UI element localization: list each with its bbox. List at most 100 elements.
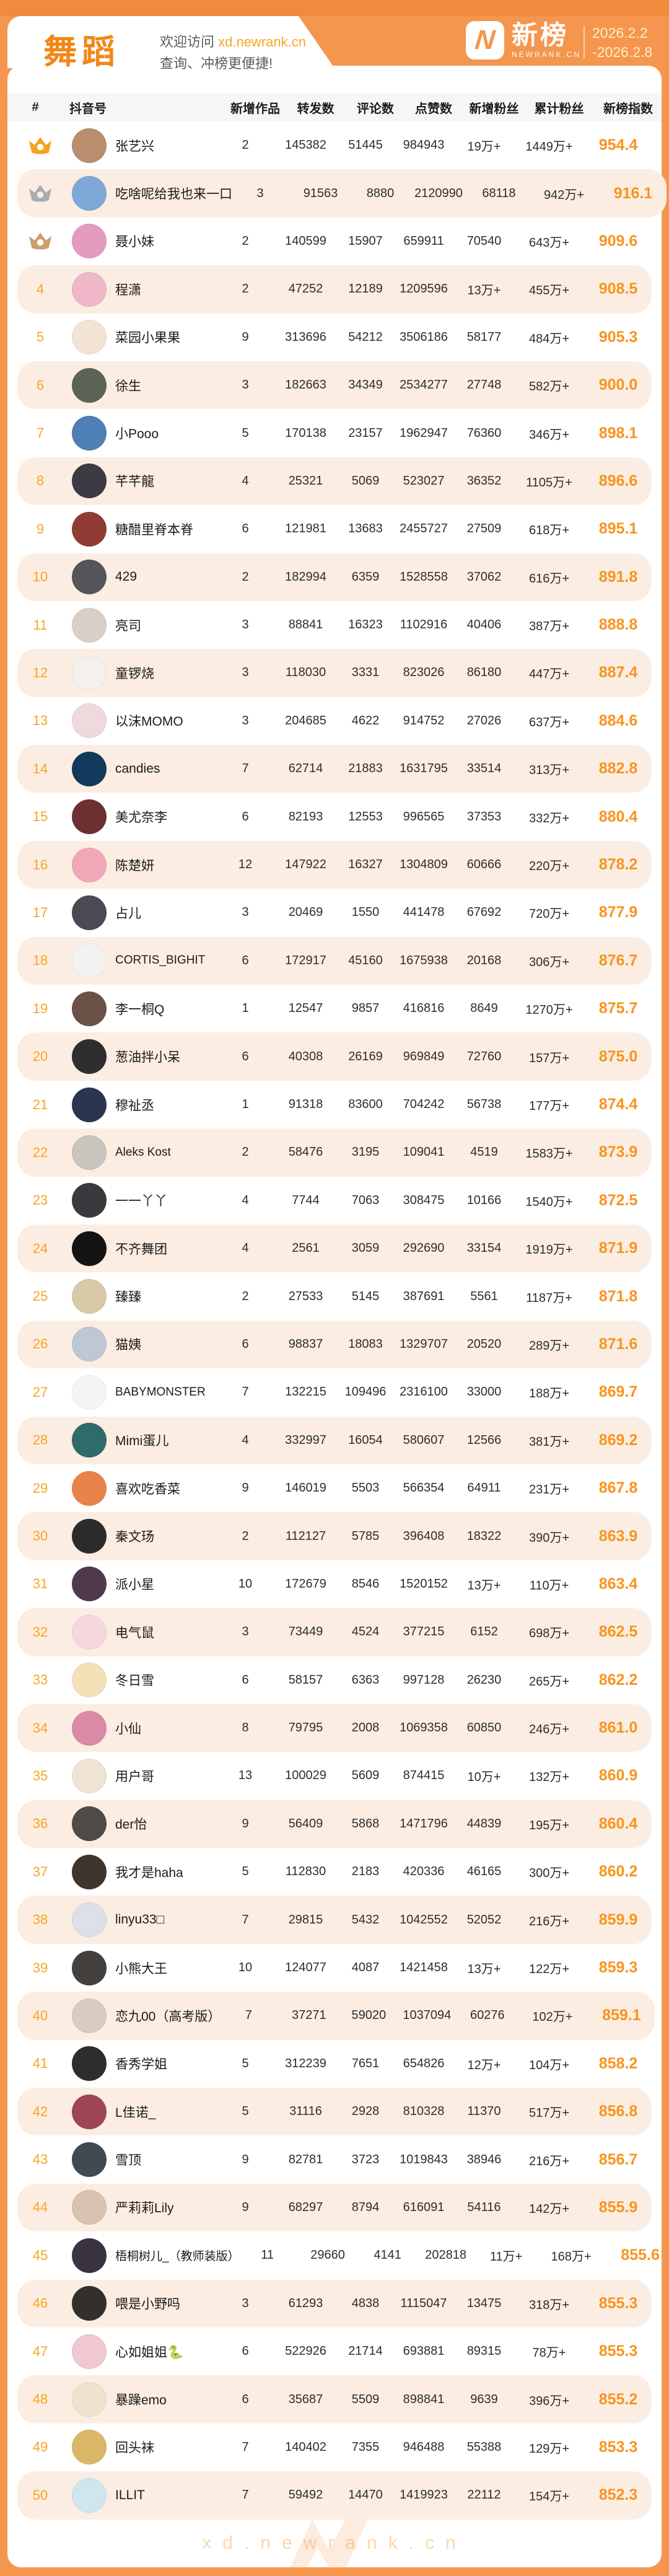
account-name[interactable]: 吃啥呢给我也来一口 <box>115 187 232 202</box>
avatar[interactable] <box>72 1374 107 1410</box>
avatar[interactable] <box>72 2238 107 2273</box>
account-name[interactable]: 用户哥 <box>115 1769 154 1784</box>
table-row[interactable]: 45 梧桐树儿_（教师装版） 11 29660 4141 202818 11万+… <box>7 2231 662 2279</box>
account-name[interactable]: 亮司 <box>115 618 141 633</box>
table-row[interactable]: 41 香秀学姐 5 312239 7651 654826 12万+ 104万+ … <box>7 2040 662 2088</box>
account-name[interactable]: 陈楚妍 <box>115 858 154 873</box>
avatar[interactable] <box>72 1663 107 1698</box>
avatar[interactable] <box>72 2382 107 2417</box>
table-row[interactable]: 7 小Pooo 5 170138 23157 1962947 76360 346… <box>7 409 662 457</box>
account-name[interactable]: 糖醋里脊本脊 <box>115 522 193 537</box>
account-name[interactable]: linyu33□ <box>115 1912 165 1927</box>
account-name[interactable]: 穆祉丞 <box>115 1098 154 1113</box>
table-row[interactable]: 2 吃啥呢给我也来一口 3 91563 8880 2120990 68118 9… <box>7 169 667 218</box>
account-name[interactable]: 以沫MOMO <box>115 714 183 729</box>
avatar[interactable] <box>72 271 107 307</box>
account-name[interactable]: 李一桐Q <box>115 1002 165 1017</box>
account-name[interactable]: ILLIT <box>115 2487 145 2502</box>
avatar[interactable] <box>72 320 107 355</box>
avatar[interactable] <box>72 2286 107 2321</box>
table-row[interactable]: 24 不齐舞团 4 2561 3059 292690 33154 1919万+ … <box>7 1224 662 1273</box>
table-row[interactable]: 25 臻臻 2 27533 5145 387691 5561 1187万+ 87… <box>7 1272 662 1320</box>
account-name[interactable]: 徐生 <box>115 379 141 393</box>
table-row[interactable]: 39 小熊大王 10 124077 4087 1421458 13万+ 122万… <box>7 1944 662 1992</box>
avatar[interactable] <box>72 703 107 739</box>
table-row[interactable]: 6 徐生 3 182663 34349 2534277 27748 582万+ … <box>7 361 662 410</box>
avatar[interactable] <box>72 655 107 690</box>
table-row[interactable]: 3 聂小妹 2 140599 15907 659911 70540 643万+ … <box>7 218 662 265</box>
account-name[interactable]: 心如姐姐🐍 <box>115 2345 184 2360</box>
avatar[interactable] <box>72 464 107 499</box>
table-row[interactable]: 4 程潇 2 47252 12189 1209596 13万+ 455万+ 90… <box>7 265 662 314</box>
account-name[interactable]: 小Pooo <box>115 427 159 442</box>
avatar[interactable] <box>72 847 107 882</box>
account-name[interactable]: 暴躁emo <box>115 2393 167 2408</box>
account-name[interactable]: 芊芊龍 <box>115 475 154 490</box>
account-name[interactable]: candies <box>115 761 160 776</box>
avatar[interactable] <box>72 1758 107 1793</box>
account-name[interactable]: 香秀学姐 <box>115 2057 167 2072</box>
table-row[interactable]: 16 陈楚妍 12 147922 16327 1304809 60666 220… <box>7 840 662 889</box>
table-row[interactable]: 37 我才是haha 5 112830 2183 420336 46165 30… <box>7 1848 662 1896</box>
table-row[interactable]: 21 穆祉丞 1 91318 83600 704242 56738 177万+ … <box>7 1081 662 1128</box>
account-name[interactable]: 小熊大王 <box>115 1961 167 1976</box>
table-row[interactable]: 20 葱油拌小呆 6 40308 26169 969849 72760 157万… <box>7 1032 662 1081</box>
account-name[interactable]: Mimi蛋儿 <box>115 1434 169 1449</box>
table-row[interactable]: 48 暴躁emo 6 35687 5509 898841 9639 396万+ … <box>7 2375 662 2424</box>
site-link[interactable]: xd.newrank.cn <box>218 34 306 50</box>
table-row[interactable]: 13 以沫MOMO 3 204685 4622 914752 27026 637… <box>7 697 662 745</box>
avatar[interactable] <box>72 416 107 451</box>
table-row[interactable]: 9 糖醋里脊本脊 6 121981 13683 2455727 27509 61… <box>7 505 662 553</box>
table-row[interactable]: 8 芊芊龍 4 25321 5069 523027 36352 1105万+ 8… <box>7 457 662 506</box>
account-name[interactable]: 梧桐树儿_（教师装版） <box>115 2250 240 2264</box>
account-name[interactable]: 回头袜 <box>115 2441 154 2456</box>
account-name[interactable]: 不齐舞团 <box>115 1242 167 1257</box>
account-name[interactable]: BABYMONSTER <box>115 1385 206 1399</box>
table-row[interactable]: 47 心如姐姐🐍 6 522926 21714 693881 89315 78万… <box>7 2328 662 2375</box>
table-row[interactable]: 27 BABYMONSTER 7 132215 109496 2316100 3… <box>7 1368 662 1416</box>
table-row[interactable]: 36 der怡 9 56409 5868 1471796 44839 195万+… <box>7 1800 662 1848</box>
table-row[interactable]: 11 亮司 3 88841 16323 1102916 40406 387万+ … <box>7 601 662 649</box>
avatar[interactable] <box>72 1039 107 1075</box>
avatar[interactable] <box>72 511 107 547</box>
avatar[interactable] <box>72 2334 107 2369</box>
table-row[interactable]: 44 严莉莉Lily 9 68297 8794 616091 54116 142… <box>7 2183 662 2232</box>
table-row[interactable]: 29 喜欢吃香菜 9 146019 5503 566354 64911 231万… <box>7 1464 662 1512</box>
avatar[interactable] <box>72 2190 107 2225</box>
account-name[interactable]: Aleks Kost <box>115 1145 171 1159</box>
account-name[interactable]: L佳诺_ <box>115 2105 156 2120</box>
table-row[interactable]: 46 喂是小野吗 3 61293 4838 1115047 13475 318万… <box>7 2279 662 2328</box>
table-row[interactable]: 18 CORTIS_BIGHIT 6 172917 45160 1675938 … <box>7 936 662 985</box>
avatar[interactable] <box>72 1279 107 1314</box>
account-name[interactable]: der怡 <box>115 1818 147 1832</box>
table-row[interactable]: 19 李一桐Q 1 12547 9857 416816 8649 1270万+ … <box>7 985 662 1032</box>
table-row[interactable]: 35 用户哥 13 100029 5609 874415 10万+ 132万+ … <box>7 1752 662 1800</box>
avatar[interactable] <box>72 1519 107 1554</box>
avatar[interactable] <box>72 2094 107 2129</box>
avatar[interactable] <box>72 607 107 643</box>
avatar[interactable] <box>72 1710 107 1746</box>
table-row[interactable]: 32 电气鼠 3 73449 4524 377215 6152 698万+ 86… <box>7 1608 662 1656</box>
table-row[interactable]: 12 童锣烧 3 118030 3331 823026 86180 447万+ … <box>7 649 662 697</box>
avatar[interactable] <box>72 991 107 1026</box>
avatar[interactable] <box>72 2046 107 2081</box>
avatar[interactable] <box>72 1231 107 1266</box>
table-row[interactable]: 23 一一丫丫 4 7744 7063 308475 10166 1540万+ … <box>7 1177 662 1224</box>
avatar[interactable] <box>72 1183 107 1218</box>
table-row[interactable]: 22 Aleks Kost 2 58476 3195 109041 4519 1… <box>7 1128 662 1177</box>
table-row[interactable]: 43 雪顶 9 82781 3723 1019843 38946 216万+ 8… <box>7 2135 662 2183</box>
account-name[interactable]: 429 <box>115 569 138 584</box>
table-row[interactable]: 34 小仙 8 79795 2008 1069358 60850 246万+ 8… <box>7 1703 662 1752</box>
table-row[interactable]: 31 派小星 10 172679 8546 1520152 13万+ 110万+… <box>7 1560 662 1608</box>
account-name[interactable]: 菜园小果果 <box>115 331 180 346</box>
table-row[interactable]: 30 秦文玚 2 112127 5785 396408 18322 390万+ … <box>7 1512 662 1560</box>
avatar[interactable] <box>72 1567 107 1602</box>
account-name[interactable]: 猫姨 <box>115 1338 141 1353</box>
table-row[interactable]: 14 candies 7 62714 21883 1631795 33514 3… <box>7 745 662 793</box>
table-row[interactable]: 17 占儿 3 20469 1550 441478 67692 720万+ 87… <box>7 889 662 936</box>
table-row[interactable]: 40 恋九00（高考版） 7 37271 59020 1037094 60276… <box>7 1992 662 2040</box>
account-name[interactable]: 雪顶 <box>115 2153 141 2168</box>
account-name[interactable]: 一一丫丫 <box>115 1194 167 1209</box>
avatar[interactable] <box>72 751 107 786</box>
table-row[interactable]: 26 猫姨 6 98837 18083 1329707 20520 289万+ … <box>7 1320 662 1369</box>
